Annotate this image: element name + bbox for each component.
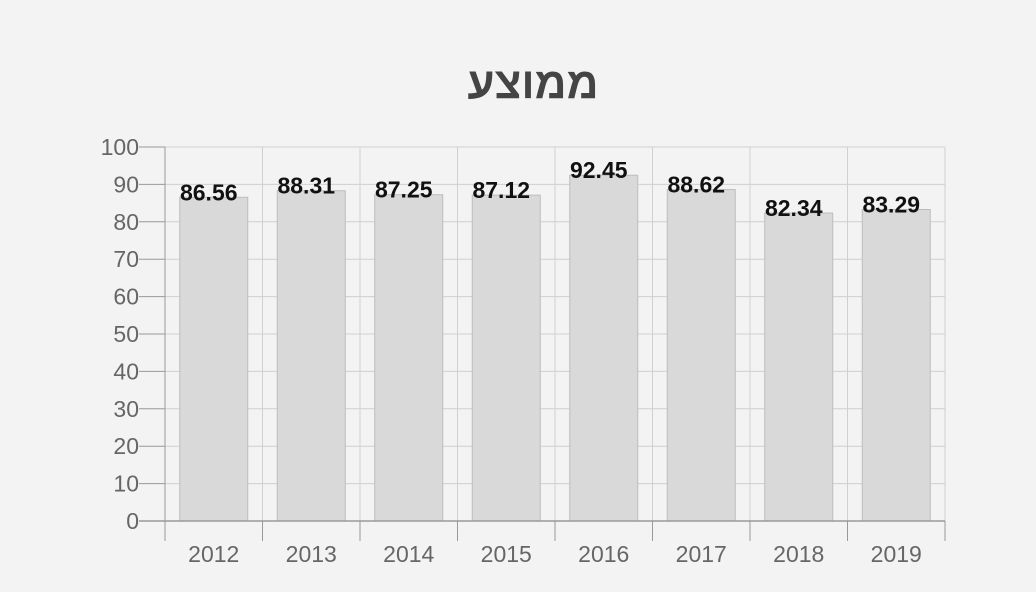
data-label: 82.34 [765, 195, 823, 221]
bar [569, 174, 639, 522]
data-label: 92.45 [570, 157, 628, 183]
bar [471, 194, 541, 522]
x-tick-label: 2013 [286, 541, 337, 567]
axes-layer: 0 10 20 30 40 50 60 70 80 90 100 [101, 134, 946, 541]
data-label: 87.12 [472, 177, 530, 203]
bar [861, 208, 931, 522]
bar [666, 189, 736, 522]
y-tick-label: 50 [113, 321, 139, 347]
bar [276, 190, 346, 522]
x-tick-label: 2012 [188, 541, 239, 567]
data-label: 88.31 [277, 173, 335, 199]
bar [764, 212, 834, 522]
y-tick-label: 10 [113, 471, 139, 497]
x-tick-label: 2016 [578, 541, 629, 567]
x-tick-label: 2014 [383, 541, 434, 567]
labels-layer: 86.56 2012 88.31 2013 87.25 2014 87.12 2015 92.4… [180, 157, 922, 567]
y-tick-label: 80 [113, 209, 139, 235]
bars-layer [179, 174, 931, 522]
x-tick-label: 2017 [676, 541, 727, 567]
data-label: 88.62 [667, 172, 725, 198]
y-tick-label: 60 [113, 284, 139, 310]
bar [179, 196, 249, 522]
y-tick-label: 0 [126, 508, 139, 534]
x-tick-label: 2015 [481, 541, 532, 567]
y-tick-label: 20 [113, 433, 139, 459]
y-tick-label: 100 [101, 134, 139, 160]
bar [374, 194, 444, 522]
x-tick-label: 2018 [773, 541, 824, 567]
chart-title: ממוצע [467, 59, 598, 108]
y-tick-label: 90 [113, 171, 139, 197]
x-tick-label: 2019 [871, 541, 922, 567]
y-tick-label: 70 [113, 246, 139, 272]
data-label: 87.25 [375, 177, 433, 203]
y-tick-label: 40 [113, 358, 139, 384]
y-tick-label: 30 [113, 396, 139, 422]
data-label: 83.29 [862, 191, 920, 217]
data-label: 86.56 [180, 179, 238, 205]
